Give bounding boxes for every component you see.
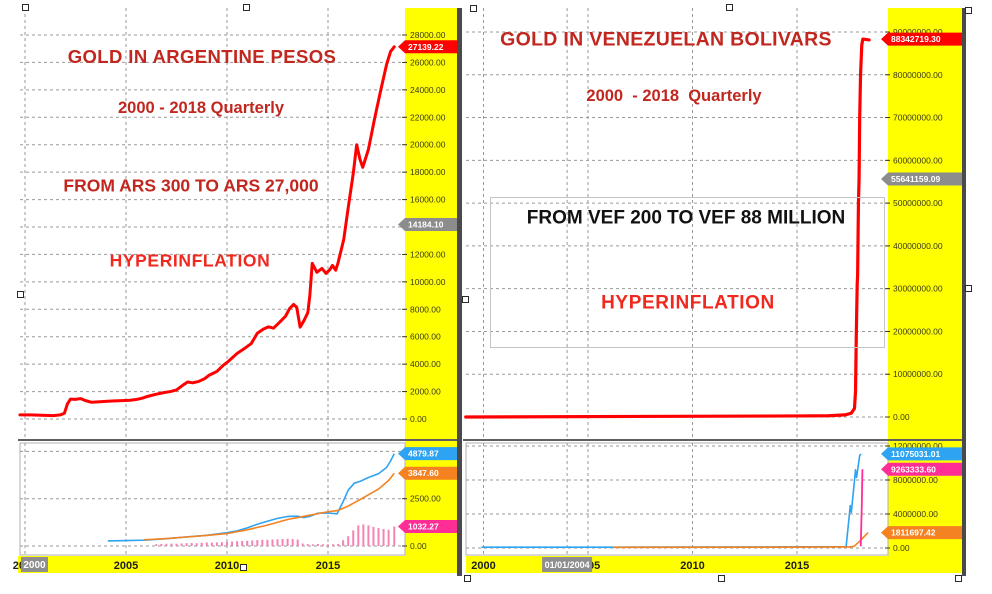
right-lower-panel xyxy=(465,442,889,556)
y-axis-label: 0.00 xyxy=(893,412,910,422)
right-time-axis xyxy=(466,556,962,573)
right-last-price-badge xyxy=(881,32,962,46)
right-indicator-badge-0 xyxy=(881,447,962,461)
left-indicator-fast xyxy=(107,453,395,542)
y-axis-label: 12000000.00 xyxy=(893,441,943,451)
selection-handle[interactable] xyxy=(955,575,962,582)
left-indicator-badge-2 xyxy=(398,519,457,533)
left-indicator-badge-1 xyxy=(398,466,457,480)
left-prev-close-badge-label: 14184.10 xyxy=(408,219,444,229)
y-axis-label: 4000.00 xyxy=(410,359,441,369)
left-chart-title: GOLD IN ARGENTINE PESOS xyxy=(67,45,337,67)
left-indicator-badge-1-label: 3847.60 xyxy=(408,468,439,478)
right-gold-price-vef xyxy=(464,37,871,419)
y-axis-label: 40000000.00 xyxy=(893,241,943,251)
left-chart-range-annotation: FROM ARS 300 TO ARS 27,000 xyxy=(63,175,319,196)
left-chart-subtitle: 2000 - 2018 Quarterly xyxy=(117,98,285,117)
right-indicator-badge-2-label: 1811697.42 xyxy=(891,528,936,538)
x-axis-label: 2010 xyxy=(215,560,239,572)
selection-handle[interactable] xyxy=(718,575,725,582)
left-time-axis xyxy=(18,556,457,573)
right-indicator-slow xyxy=(613,532,869,549)
cursor-date-label: 01/01/2004 xyxy=(545,560,590,570)
left-chart-splitter-bar[interactable] xyxy=(457,8,462,576)
selection-handle[interactable] xyxy=(17,291,24,298)
right-indicator-badge-1 xyxy=(881,462,962,476)
selection-handle[interactable] xyxy=(470,5,477,12)
right-indicator-badge-2 xyxy=(881,526,962,540)
x-axis-label: 2010 xyxy=(680,560,704,572)
y-axis-label: 10000000.00 xyxy=(893,369,943,379)
right-chart-hyperinflation-label: HYPERINFLATION xyxy=(601,292,775,314)
left-last-price-badge-label: 27139.22 xyxy=(408,42,444,52)
x-axis-label: 2005 xyxy=(114,560,138,572)
selection-handle[interactable] xyxy=(965,285,972,292)
y-axis-label: 8000000.00 xyxy=(893,475,938,485)
right-indicator-badge-0-label: 11075031.01 xyxy=(891,449,940,459)
x-axis-label: 2015 xyxy=(316,560,340,572)
selection-handle[interactable] xyxy=(464,575,471,582)
cursor-date-box xyxy=(542,557,593,572)
right-indicator-badge-1-label: 9263333.60 xyxy=(891,464,936,474)
cursor-date-box xyxy=(21,557,48,572)
y-axis-label: 4000000.00 xyxy=(893,509,938,519)
x-axis-label: 2000 xyxy=(471,560,495,572)
y-axis-label: 60000000.00 xyxy=(893,155,943,165)
y-axis-label: 24000.00 xyxy=(410,85,446,95)
y-axis-label: 2000.00 xyxy=(410,387,441,397)
right-chart-title: GOLD IN VENEZUELAN BOLIVARS xyxy=(500,28,832,51)
right-prev-close-badge-label: 55641159.09 xyxy=(891,174,940,184)
y-axis-label: 30000000.00 xyxy=(893,284,943,294)
y-axis-label: 10000.00 xyxy=(410,277,446,287)
x-axis-label: 2015 xyxy=(785,560,809,572)
right-chart-range-annotation: FROM VEF 200 TO VEF 88 MILLION xyxy=(526,207,846,229)
y-axis-label: 18000.00 xyxy=(410,167,446,177)
y-axis-label: 90000000.00 xyxy=(893,27,943,37)
right-indicator-spike xyxy=(859,469,864,547)
left-indicator-badge-0 xyxy=(398,447,457,461)
left-indicator-badge-0-label: 4879.87 xyxy=(408,449,439,459)
selection-handle[interactable] xyxy=(240,564,247,571)
y-axis-label: 22000.00 xyxy=(410,112,446,122)
y-axis-label: 6000.00 xyxy=(410,332,441,342)
y-axis-label: 8000.00 xyxy=(410,304,441,314)
selection-handle[interactable] xyxy=(726,4,733,11)
cursor-date-label: 2000 xyxy=(23,560,46,571)
right-chart-splitter-bar[interactable] xyxy=(962,8,966,576)
y-axis-label: 0.00 xyxy=(893,543,910,553)
selection-handle[interactable] xyxy=(243,4,250,11)
left-gold-price-ars xyxy=(18,45,396,418)
y-axis-label: 26000.00 xyxy=(410,57,446,67)
selection-handle[interactable] xyxy=(462,296,469,303)
y-axis-label: 80000000.00 xyxy=(893,70,943,80)
right-last-price-badge-label: 88342719.30 xyxy=(891,34,941,44)
y-axis-label: 16000.00 xyxy=(410,195,446,205)
left-prev-close-badge xyxy=(398,217,457,231)
y-axis-label: 2500.00 xyxy=(410,494,441,504)
y-axis-label: 70000000.00 xyxy=(893,113,943,123)
right-chart-subtitle: 2000 - 2018 Quarterly xyxy=(586,86,762,105)
right-price-axis xyxy=(888,8,962,573)
left-last-price-badge xyxy=(398,40,457,54)
y-axis-label: 20000.00 xyxy=(410,140,446,150)
left-indicator-slow xyxy=(144,472,395,541)
left-chart-hyperinflation-label: HYPERINFLATION xyxy=(109,250,271,271)
left-indicator-badge-2-label: 1032.27 xyxy=(408,521,439,531)
right-prev-close-badge xyxy=(881,172,962,186)
y-axis-label: 28000.00 xyxy=(410,30,446,40)
y-axis-label: 0.00 xyxy=(410,541,427,551)
annotation-box xyxy=(490,197,885,348)
y-axis-label: 0.00 xyxy=(410,414,427,424)
selection-handle[interactable] xyxy=(965,7,972,14)
selection-handle[interactable] xyxy=(22,4,29,11)
y-axis-label: 12000.00 xyxy=(410,249,446,259)
y-axis-label: 20000000.00 xyxy=(893,326,943,336)
right-indicator-fast xyxy=(481,453,862,548)
y-axis-label: 50000000.00 xyxy=(893,198,943,208)
